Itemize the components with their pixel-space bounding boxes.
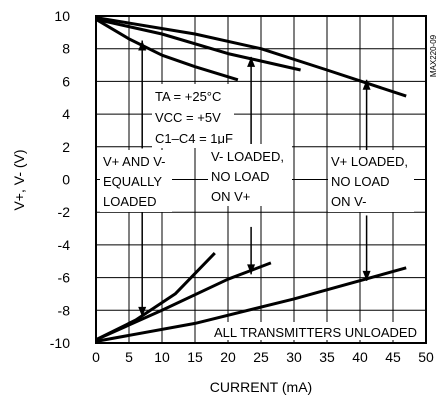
series-line-0: [95, 18, 239, 82]
y-tick-label: -8: [58, 302, 71, 318]
condition-ta: TA = +25°C: [155, 89, 221, 104]
series-line-3: [95, 252, 216, 342]
arrow-vplus-up-head: [362, 79, 371, 90]
label-equal-line3: LOADED: [103, 194, 156, 209]
x-tick-label: 50: [418, 349, 434, 365]
plot-frame: [95, 15, 427, 344]
y-tick-label: 10: [54, 8, 70, 24]
arrow-equal-down-head: [138, 306, 147, 317]
label-vminus-line2: NO LOAD: [211, 169, 270, 184]
y-tick-label: 2: [62, 139, 70, 155]
condition-vcc: VCC = +5V: [155, 110, 221, 125]
conditions-box: [152, 84, 234, 148]
y-tick-label: -6: [58, 270, 71, 286]
label-vminus-box: [208, 144, 292, 206]
y-tick-label: 0: [62, 172, 70, 188]
x-tick-label: 15: [187, 349, 203, 365]
arrow-vminus-down-head: [247, 264, 256, 275]
x-tick-label: 20: [220, 349, 236, 365]
series-line-1: [95, 17, 301, 72]
label-vminus-line3: ON V+: [211, 189, 250, 204]
annotation-arrows: [138, 40, 371, 317]
label-vplus-line2: NO LOAD: [331, 174, 390, 189]
condition-cap: C1–C4 = 1μF: [155, 131, 233, 146]
x-tick-label: 0: [92, 349, 100, 365]
figure-id: MAX220-09: [429, 34, 438, 77]
x-tick-label: 25: [253, 349, 269, 365]
series-line-4: [95, 261, 272, 342]
y-tick-label: 6: [62, 73, 70, 89]
y-axis-label: V+, V- (V): [11, 149, 27, 210]
y-tick-label: -2: [58, 204, 71, 220]
series-line-2: [95, 16, 407, 98]
y-tick-label: -4: [58, 237, 71, 253]
x-tick-label: 30: [286, 349, 302, 365]
x-tick-label: 10: [154, 349, 170, 365]
label-equal-line1: V+ AND V-: [103, 154, 166, 169]
y-tick-label: 8: [62, 41, 70, 57]
label-equal-line2: EQUALLY: [103, 174, 162, 189]
arrow-vplus-down-head: [362, 270, 371, 281]
data-series: [95, 16, 407, 343]
x-axis-label: CURRENT (mA): [210, 379, 312, 395]
arrow-vminus-up-head: [247, 56, 256, 67]
label-vplus-box: [328, 150, 414, 212]
arrow-equal-up-head: [138, 40, 147, 51]
label-vminus-line1: V- LOADED,: [211, 149, 284, 164]
series-line-5: [95, 266, 407, 343]
label-vplus-line1: V+ LOADED,: [331, 154, 408, 169]
x-tick-label: 45: [385, 349, 401, 365]
x-tick-label: 35: [319, 349, 335, 365]
label-unloaded-box: [210, 322, 422, 340]
y-tick-label: -10: [50, 335, 70, 351]
x-tick-label: 5: [125, 349, 133, 365]
label-unloaded: ALL TRANSMITTERS UNLOADED: [214, 325, 417, 340]
x-tick-label: 40: [352, 349, 368, 365]
y-tick-label: 4: [62, 106, 70, 122]
label-equal-box: [100, 150, 172, 212]
label-vplus-line3: ON V-: [331, 194, 366, 209]
